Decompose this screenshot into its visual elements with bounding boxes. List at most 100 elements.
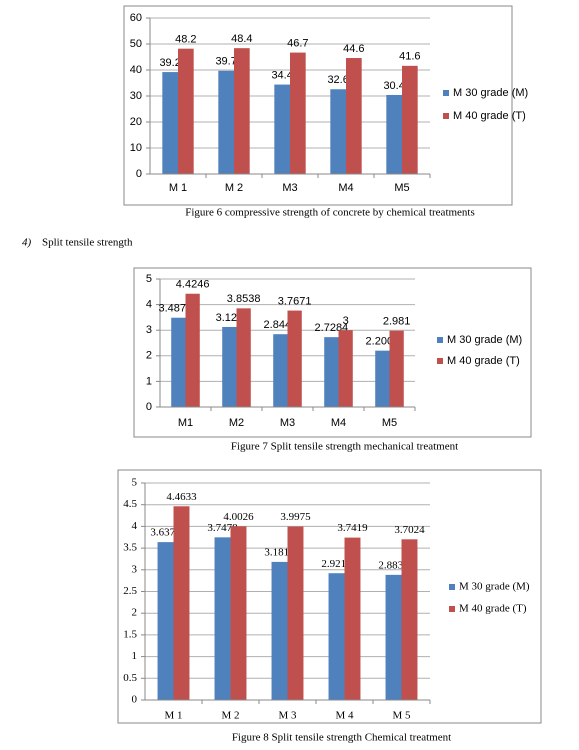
- chart: 0 10 20 30 40 50 60 M 1 39.2 48.2 M 2 39.7 48.4 M3 34.…: [123, 5, 528, 206]
- legend-swatch: [437, 358, 443, 364]
- y-tick-label: 1.5: [123, 628, 137, 640]
- x-tick-label: M 4: [335, 710, 354, 722]
- bar: [385, 574, 402, 700]
- y-tick-label: 0: [146, 401, 152, 413]
- bar: [401, 539, 418, 700]
- legend-label: M 40 grade (T): [459, 603, 527, 615]
- value-label: 4.0026: [223, 511, 254, 523]
- bar: [214, 537, 231, 700]
- chart-frame: [117, 469, 542, 724]
- legend-swatch: [443, 113, 449, 119]
- legend-swatch: [443, 90, 449, 96]
- legend-label: M 30 grade (M): [453, 87, 528, 99]
- legend-swatch: [437, 337, 443, 343]
- y-tick-label: 2.5: [123, 585, 137, 597]
- chart: 0 0.5 1 1.5 2 2.5 3 3.5 4 4.5 5 M 1 3.6377 4.4633 M 2 3…: [117, 469, 542, 724]
- legend-swatch: [449, 584, 455, 590]
- x-tick-label: M4: [338, 182, 353, 194]
- value-label: 3.7024: [394, 524, 425, 536]
- figure-caption: Figure 8 Split tensile strength Chemical…: [232, 732, 451, 744]
- bar: [328, 573, 345, 700]
- bar: [273, 334, 288, 407]
- value-label: 48.2: [175, 34, 196, 46]
- y-tick-label: 0.5: [123, 672, 137, 684]
- bar: [171, 317, 186, 407]
- x-tick-label: M5: [394, 182, 409, 194]
- value-label: 3.126: [216, 312, 244, 324]
- value-label: 46.7: [287, 37, 308, 49]
- legend-swatch: [449, 606, 455, 612]
- bar: [236, 308, 251, 407]
- bar: [173, 506, 190, 700]
- bar: [338, 330, 353, 407]
- x-tick-label: M3: [280, 417, 295, 429]
- bar: [290, 52, 306, 174]
- y-tick-label: 60: [130, 12, 142, 24]
- value-label: 3.7478: [207, 522, 238, 534]
- value-label: 3.9975: [280, 511, 311, 523]
- legend-label: M 40 grade (T): [453, 110, 526, 122]
- value-label: 3.1819: [264, 546, 295, 558]
- bar: [344, 537, 361, 700]
- x-tick-label: M3: [282, 182, 297, 194]
- value-label: 44.6: [343, 43, 364, 55]
- x-tick-label: M 2: [221, 710, 239, 722]
- value-label: 4.4633: [166, 491, 197, 503]
- y-tick-label: 0: [136, 168, 142, 180]
- value-label: 2.9212: [321, 558, 351, 570]
- bar: [346, 58, 362, 174]
- x-tick-label: M4: [331, 417, 346, 429]
- bar: [386, 94, 402, 174]
- chart-frame: [133, 267, 532, 438]
- y-tick-label: 4.5: [123, 498, 137, 510]
- value-label: 30.4: [383, 80, 404, 92]
- legend-label: M 30 grade (M): [459, 581, 530, 593]
- value-label: 3.8538: [227, 293, 261, 305]
- bar: [234, 48, 250, 174]
- bar: [185, 293, 200, 407]
- y-tick-label: 30: [130, 90, 142, 102]
- y-tick-label: 4: [132, 520, 138, 532]
- y-tick-label: 2: [146, 350, 152, 362]
- bar: [178, 48, 194, 174]
- value-label: 4.4246: [176, 279, 210, 291]
- value-label: 3: [343, 315, 349, 327]
- value-label: 3.7419: [337, 522, 368, 534]
- y-tick-label: 5: [146, 273, 152, 285]
- value-label: 34.4: [271, 69, 292, 81]
- value-label: 2.8836: [378, 559, 409, 571]
- value-label: 48.4: [231, 33, 252, 45]
- chart-frame: [123, 5, 513, 206]
- bar: [287, 310, 302, 407]
- bar: [157, 542, 174, 700]
- bar: [162, 72, 178, 174]
- x-tick-label: M 1: [164, 710, 182, 722]
- y-tick-label: 2: [132, 607, 138, 619]
- y-tick-label: 0: [132, 694, 138, 706]
- y-tick-label: 1: [146, 375, 152, 387]
- y-tick-label: 10: [130, 142, 142, 154]
- bar: [222, 326, 237, 407]
- bar: [402, 65, 418, 174]
- section-number: 4): [22, 237, 32, 249]
- x-tick-label: M 5: [392, 710, 411, 722]
- bar: [330, 89, 346, 174]
- y-tick-label: 4: [146, 299, 152, 311]
- y-tick-label: 50: [130, 38, 142, 50]
- bar: [287, 526, 304, 700]
- bar: [389, 330, 404, 407]
- legend-label: M 40 grade (T): [447, 355, 520, 367]
- y-tick-label: 40: [130, 64, 142, 76]
- y-tick-label: 3: [132, 563, 138, 575]
- figure-caption: Figure 6 compressive strength of concret…: [185, 207, 475, 219]
- legend-label: M 30 grade (M): [447, 334, 522, 346]
- bar: [230, 526, 247, 700]
- x-tick-label: M2: [229, 417, 244, 429]
- y-tick-label: 20: [130, 116, 142, 128]
- x-tick-label: M 2: [225, 182, 243, 194]
- chart: 012345M13.487174.4246M23.1263.8538M32.84…: [133, 267, 532, 438]
- value-label: 3.6377: [150, 527, 181, 539]
- bar: [218, 70, 234, 174]
